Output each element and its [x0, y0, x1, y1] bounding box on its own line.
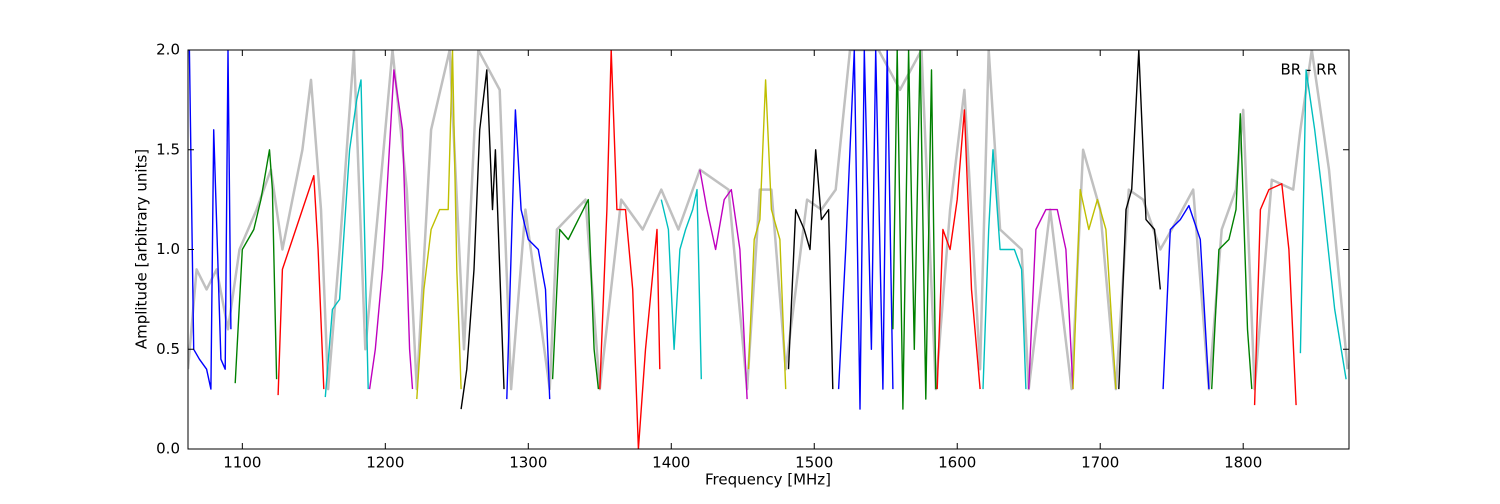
- y-tick-label: 0.0: [156, 440, 180, 458]
- spectrum-line: [1162, 204, 1210, 390]
- spectrum-line: [416, 50, 462, 400]
- spectrum-line: [699, 169, 748, 400]
- x-axis-label: Frequency [MHz]: [705, 471, 831, 489]
- spectrum-line: [188, 50, 232, 390]
- spectrum-line: [1211, 113, 1253, 390]
- spectrum-line: [747, 79, 787, 390]
- spectrum-line: [277, 175, 325, 396]
- spectrum-line: [324, 79, 369, 398]
- spectrum-line: [787, 149, 834, 390]
- x-tick-label: 1400: [652, 454, 690, 472]
- spectrum-line: [660, 188, 702, 380]
- y-tick-label: 1.0: [156, 240, 180, 258]
- x-tick-label: 1800: [1224, 454, 1262, 472]
- spectrum-line: [982, 149, 1027, 390]
- spectrum-line: [599, 50, 661, 449]
- spectrum-line: [1028, 208, 1074, 390]
- x-tick-label: 1600: [938, 454, 976, 472]
- spectrum-line: [1118, 50, 1161, 390]
- x-tick-label: 1300: [509, 454, 547, 472]
- x-tick-label: 1700: [1081, 454, 1119, 472]
- spectrum-line: [892, 50, 937, 410]
- annotation: BR - RR: [1280, 61, 1337, 79]
- spectrum-line: [936, 109, 981, 390]
- y-tick-label: 1.5: [156, 140, 180, 158]
- y-axis-label: Amplitude [arbitrary units]: [133, 149, 151, 349]
- spectrum-line: [1253, 183, 1297, 406]
- y-tick-label: 0.5: [156, 340, 180, 358]
- x-tick-label: 1100: [223, 454, 261, 472]
- spectrum-line: [551, 198, 600, 390]
- spectrum-line: [234, 149, 278, 384]
- x-tick-label: 1500: [795, 454, 833, 472]
- y-tick-label: 2.0: [156, 41, 180, 59]
- spectrum-line: [1072, 188, 1117, 390]
- x-tick-label: 1200: [366, 454, 404, 472]
- spectrum-line: [506, 109, 551, 400]
- plot-area: [188, 50, 1349, 449]
- spectrum-line: [460, 69, 505, 410]
- spectrum-line: [368, 69, 414, 390]
- spectrum-line: [837, 50, 894, 410]
- spectrum-line: [188, 50, 1349, 391]
- spectrum-line: [1299, 69, 1347, 380]
